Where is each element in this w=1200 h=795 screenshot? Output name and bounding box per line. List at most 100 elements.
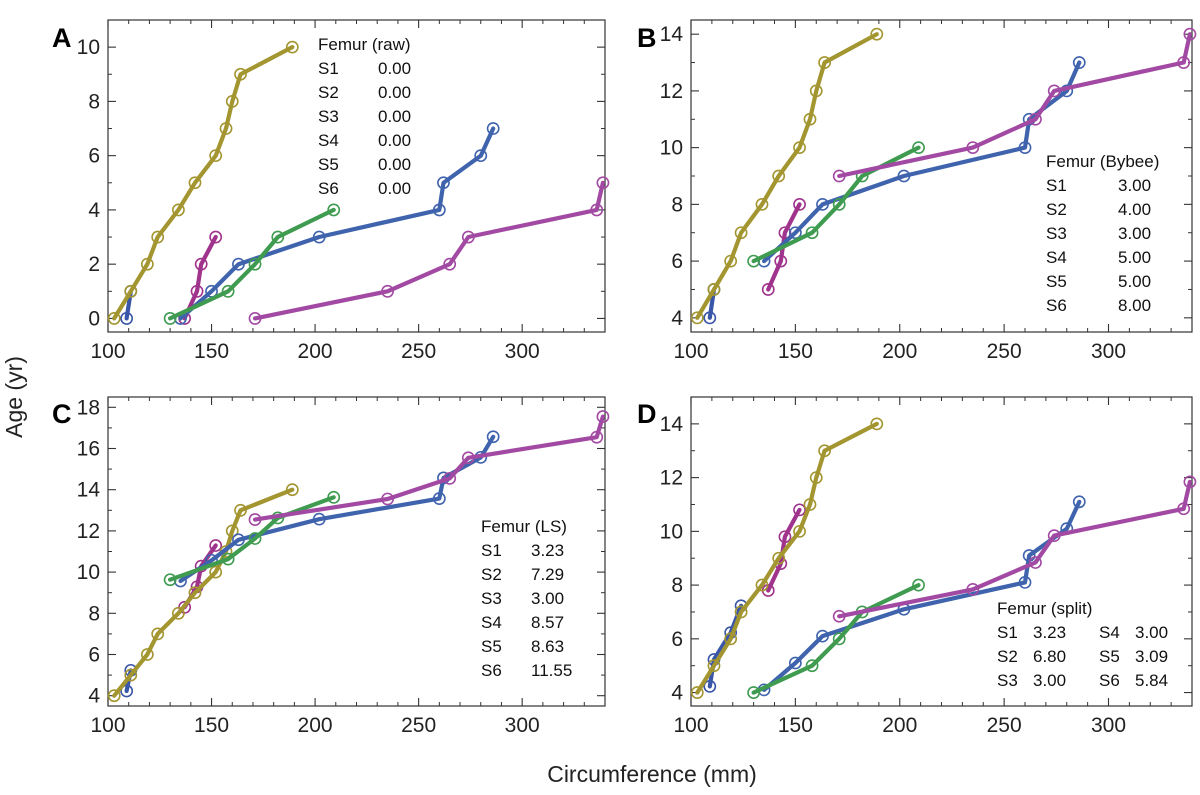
data-point-s3 (755, 197, 769, 211)
data-point-s3 (188, 586, 202, 600)
data-point-s2 (194, 257, 208, 271)
data-point-s5 (248, 532, 262, 545)
legend-entry-value: 0.00 (378, 83, 411, 102)
x-tick-label: 200 (298, 714, 333, 737)
y-tick-label: 10 (77, 561, 100, 584)
series-line-s5 (751, 582, 921, 695)
legend-entry-name: S5 (318, 155, 339, 174)
data-point-s4 (816, 197, 829, 211)
series-line-s5 (168, 207, 336, 321)
data-point-s6 (248, 312, 262, 325)
data-point-s6 (1047, 529, 1061, 543)
data-point-s3 (724, 254, 738, 268)
data-point-s2 (209, 230, 223, 244)
data-point-s4 (897, 169, 911, 183)
data-point-s3 (793, 141, 806, 155)
data-point-s3 (107, 312, 121, 325)
data-point-s4 (232, 257, 245, 271)
data-point-s6 (832, 169, 846, 183)
data-point-s6 (966, 582, 980, 596)
data-point-s1 (703, 311, 717, 325)
y-tick-label: 4 (671, 682, 683, 705)
data-point-s3 (809, 84, 823, 98)
data-point-s3 (724, 632, 738, 646)
legend-entry-value: 8.57 (531, 613, 564, 632)
x-tick-label: 200 (882, 340, 917, 363)
data-point-s4 (432, 492, 446, 505)
legend-entry-value: 3.00 (1118, 176, 1151, 195)
legend-entry-name: S6 (1099, 671, 1120, 690)
y-tick-label: 6 (88, 145, 100, 168)
data-point-s5 (163, 573, 177, 587)
data-point-s5 (248, 257, 262, 271)
legend-entry-name: S5 (1046, 272, 1067, 291)
data-point-s5 (221, 552, 235, 566)
legend-entry-name: S5 (481, 637, 502, 656)
series-line-s2 (182, 234, 218, 321)
data-point-s3 (172, 606, 185, 620)
data-point-s3 (107, 689, 121, 703)
data-point-s3 (818, 56, 831, 69)
chart-panel-c: C 100 150 200 250 300 4 6 8 10 12 14 16 18 Femur (LS) S… (52, 396, 610, 737)
data-point-s3 (707, 659, 721, 673)
legend-entry-name: S2 (997, 647, 1018, 666)
data-point-s3 (209, 565, 223, 579)
y-tick-label: 10 (660, 520, 683, 543)
data-point-s1 (703, 679, 717, 693)
data-point-s3 (803, 112, 817, 126)
data-point-s4 (474, 149, 488, 163)
data-point-s5 (747, 686, 761, 699)
legend-entry-name: S1 (318, 59, 339, 78)
data-point-s4 (788, 656, 802, 670)
data-point-s6 (1177, 56, 1191, 69)
data-point-s6 (1183, 27, 1197, 41)
legend-entry-value: 3.23 (1033, 623, 1066, 642)
data-point-s3 (772, 551, 786, 565)
data-point-s6 (966, 141, 980, 155)
panel-letter: C (52, 399, 72, 429)
y-tick-label: 12 (660, 467, 683, 490)
legend: Femur (LS) S1 3.23 S2 7.29 S3 3.00 S4 8.57 S5 8.63… (481, 517, 572, 680)
legend-entry-value: 6.80 (1033, 647, 1066, 666)
legend-entry-name: S6 (318, 179, 339, 198)
data-point-s4 (1018, 576, 1032, 589)
series-line-s3 (695, 421, 879, 695)
data-point-s1 (120, 312, 134, 325)
data-point-s3 (209, 149, 223, 163)
data-point-s6 (381, 492, 394, 506)
legend-entry-value: 0.00 (378, 131, 411, 150)
series-line-s4 (761, 60, 1082, 264)
legend-entry-name: S6 (1046, 296, 1067, 315)
y-tick-label: 18 (77, 396, 100, 419)
data-point-s6 (381, 284, 394, 298)
data-point-s3 (124, 284, 138, 298)
data-point-s6 (596, 176, 610, 190)
legend: Femur (split) S1 3.23 S2 6.80 S3 3.00 S4 3.00 S5 3… (997, 599, 1168, 690)
x-tick-label: 150 (194, 340, 229, 363)
y-tick-label: 2 (88, 253, 100, 276)
y-tick-label: 0 (88, 307, 100, 330)
data-point-s3 (772, 169, 786, 183)
series-line-s6 (252, 180, 606, 321)
legend-entry-name: S3 (318, 107, 339, 126)
panel-letter: B (637, 23, 657, 53)
legend-entry-name: S4 (481, 613, 502, 632)
legend-entry-value: 5.00 (1118, 248, 1151, 267)
x-tick-label: 250 (401, 714, 436, 737)
y-tick-label: 14 (77, 479, 101, 502)
legend-entry-name: S3 (1046, 224, 1067, 243)
legend-entry-name: S2 (481, 565, 502, 584)
legend-entry-value: 11.55 (531, 661, 572, 680)
data-point-s5 (832, 632, 846, 646)
data-point-s3 (188, 176, 202, 190)
data-point-s4 (816, 629, 829, 643)
x-tick-label: 100 (90, 714, 125, 737)
series-line-s3 (695, 32, 879, 320)
legend-entry-name: S6 (481, 661, 502, 680)
data-point-s4 (312, 230, 326, 244)
y-tick-label: 6 (88, 644, 100, 667)
chart-panel-b: B 100 150 200 250 300 4 6 8 10 12 14 Femur (Bybee) S1… (637, 19, 1197, 363)
data-point-s5 (805, 226, 819, 240)
data-point-s3 (225, 94, 239, 108)
legend-title: Femur (split) (997, 599, 1092, 618)
